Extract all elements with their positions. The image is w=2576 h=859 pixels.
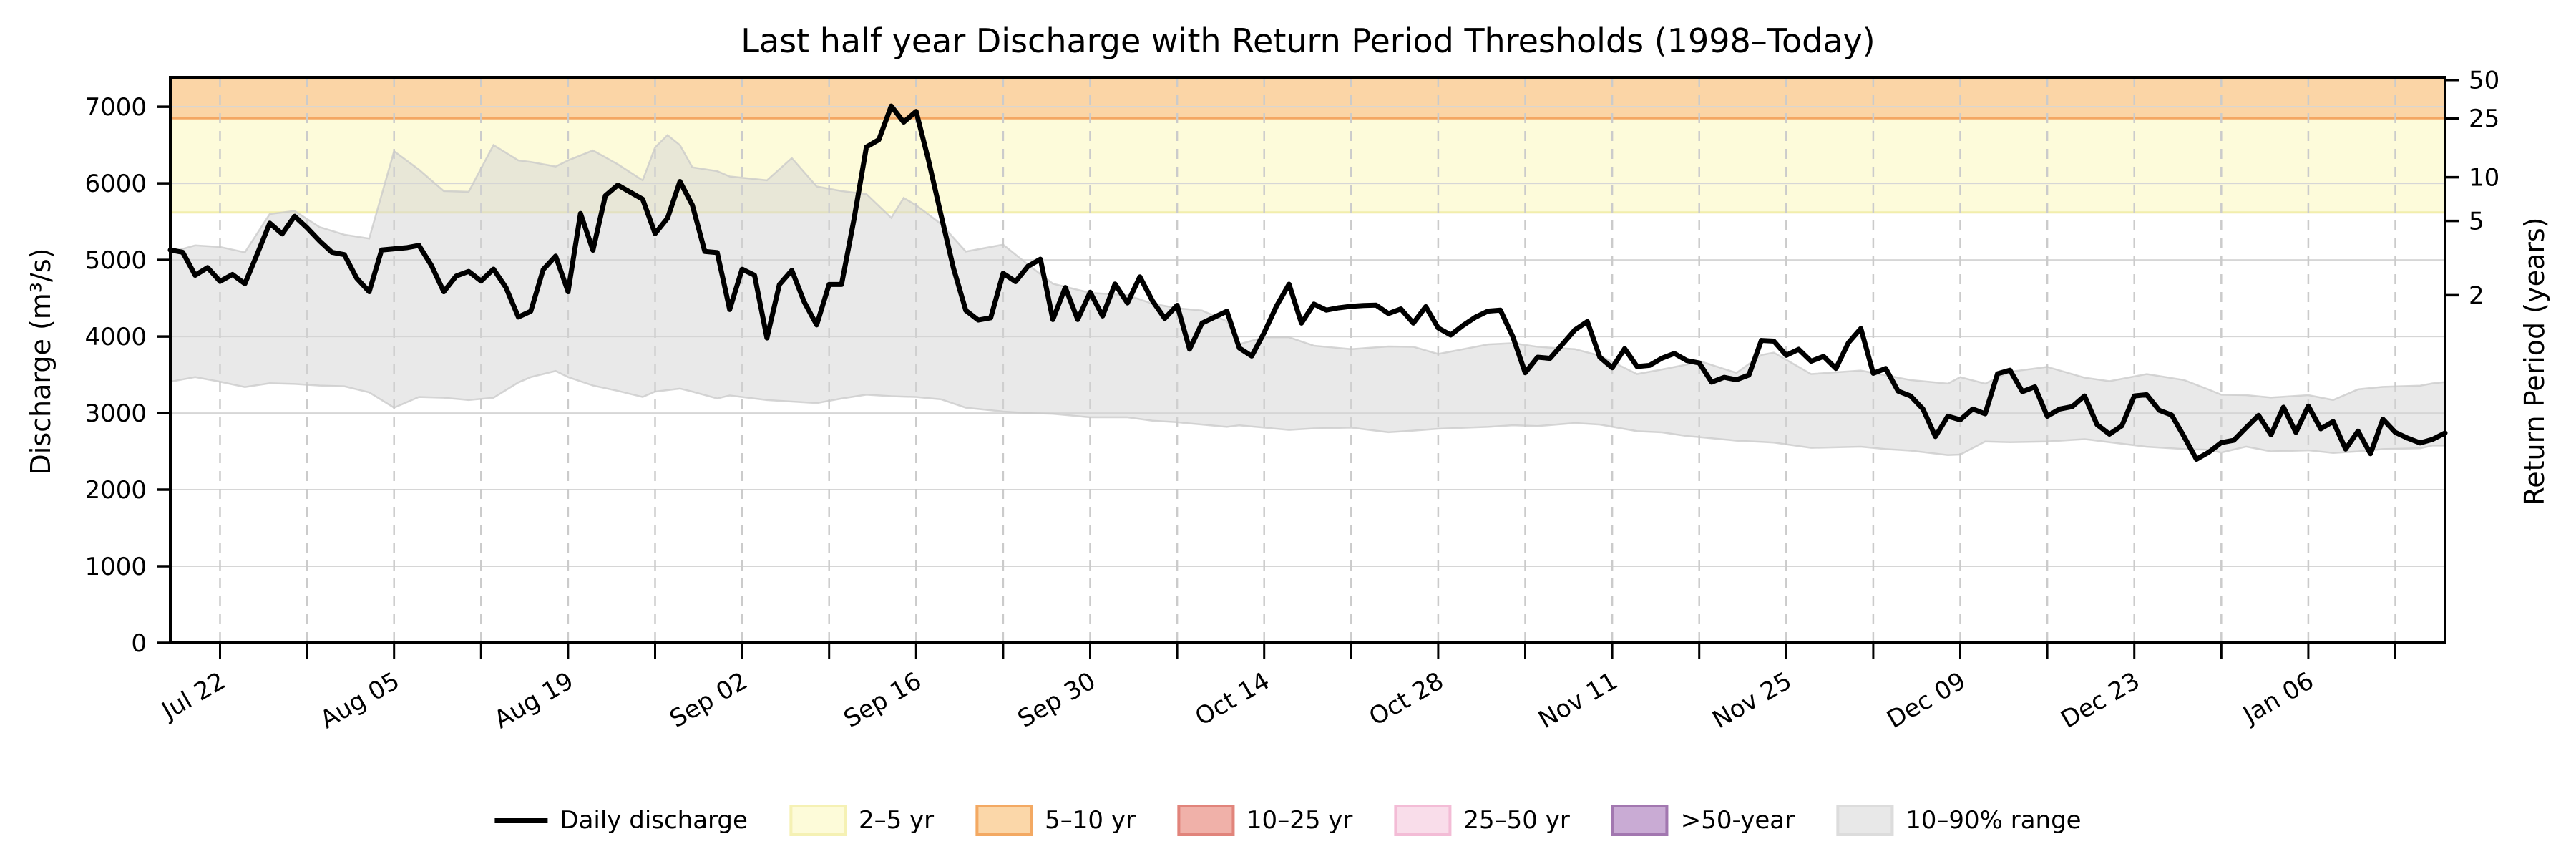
legend-patch-swatch (1836, 805, 1894, 836)
legend-patch-swatch (1394, 805, 1452, 836)
x-tick-label: Dec 09 (1882, 666, 1971, 734)
x-tick-label: Jan 06 (2237, 666, 2318, 730)
percentile-band-fill (170, 135, 2445, 455)
y-left-tick-label: 7000 (84, 93, 147, 122)
legend-item-label: 25–50 yr (1463, 806, 1570, 835)
legend-patch-swatch (789, 805, 847, 836)
legend-item-label: >50-year (1680, 806, 1795, 835)
x-tick-label: Sep 16 (839, 666, 926, 734)
x-tick-label: Dec 23 (2056, 666, 2145, 734)
y-left-tick-label: 5000 (84, 246, 147, 275)
legend-item-label: 5–10 yr (1045, 806, 1136, 835)
y-right-tick-label: 50 (2469, 67, 2499, 95)
x-tick-label: Sep 30 (1013, 666, 1101, 734)
legend-item-2: 2–5 yr (789, 805, 934, 836)
y-right-tick-label: 2 (2469, 281, 2484, 310)
y-left-tick-label: 6000 (84, 170, 147, 198)
axes-frame (169, 76, 2446, 644)
x-tick-label: Oct 14 (1190, 666, 1274, 732)
legend-patch-swatch (1176, 805, 1234, 836)
legend-item-7: 10–90% range (1836, 805, 2082, 836)
legend-line-swatch (494, 817, 548, 823)
chart-title: Last half year Discharge with Return Per… (741, 21, 1875, 60)
legend-patch-swatch (975, 805, 1033, 836)
x-tick-label: Sep 02 (665, 666, 752, 734)
legend-item-label: 10–25 yr (1246, 806, 1353, 835)
y-left-tick-label: 2000 (84, 476, 147, 505)
legend-item-5: 25–50 yr (1394, 805, 1570, 836)
discharge-line (167, 103, 2448, 462)
y-left-tick-label: 3000 (84, 399, 147, 428)
band-5–10 yr (170, 77, 2445, 119)
legend-item-1: Daily discharge (494, 806, 748, 835)
y-left-tick-label: 4000 (84, 323, 147, 351)
legend-item-label: Daily discharge (560, 806, 748, 835)
legend-item-4: 10–25 yr (1176, 805, 1353, 836)
x-tick-label: Nov 11 (1533, 666, 1622, 734)
legend-item-6: >50-year (1611, 805, 1795, 836)
legend-patch-swatch (1611, 805, 1669, 836)
legend-item-3: 5–10 yr (975, 805, 1136, 836)
legend-item-label: 2–5 yr (858, 806, 935, 835)
ticks (157, 78, 2459, 659)
vertical-gridlines (219, 77, 2396, 643)
x-tick-label: Oct 28 (1365, 666, 1449, 732)
y-right-tick-label: 25 (2469, 105, 2499, 133)
y-left-tick-label: 0 (131, 629, 147, 658)
discharge-line-group (167, 103, 2448, 462)
x-tick-label: Jul 22 (156, 666, 230, 726)
y-left-tick-label: 1000 (84, 553, 147, 581)
x-tick-label: Nov 25 (1708, 666, 1797, 734)
legend: Daily discharge 2–5 yr 5–10 yr 10–25 yr 25–5… (494, 805, 2082, 836)
x-tick-label: Aug 05 (316, 666, 404, 734)
x-tick-label: Aug 19 (489, 666, 578, 734)
y-right-tick-label: 5 (2469, 208, 2484, 236)
percentile-band-lower-edge (170, 369, 2445, 456)
legend-item-label: 10–90% range (1906, 806, 2082, 835)
y-right-tick-label: 10 (2469, 164, 2499, 193)
